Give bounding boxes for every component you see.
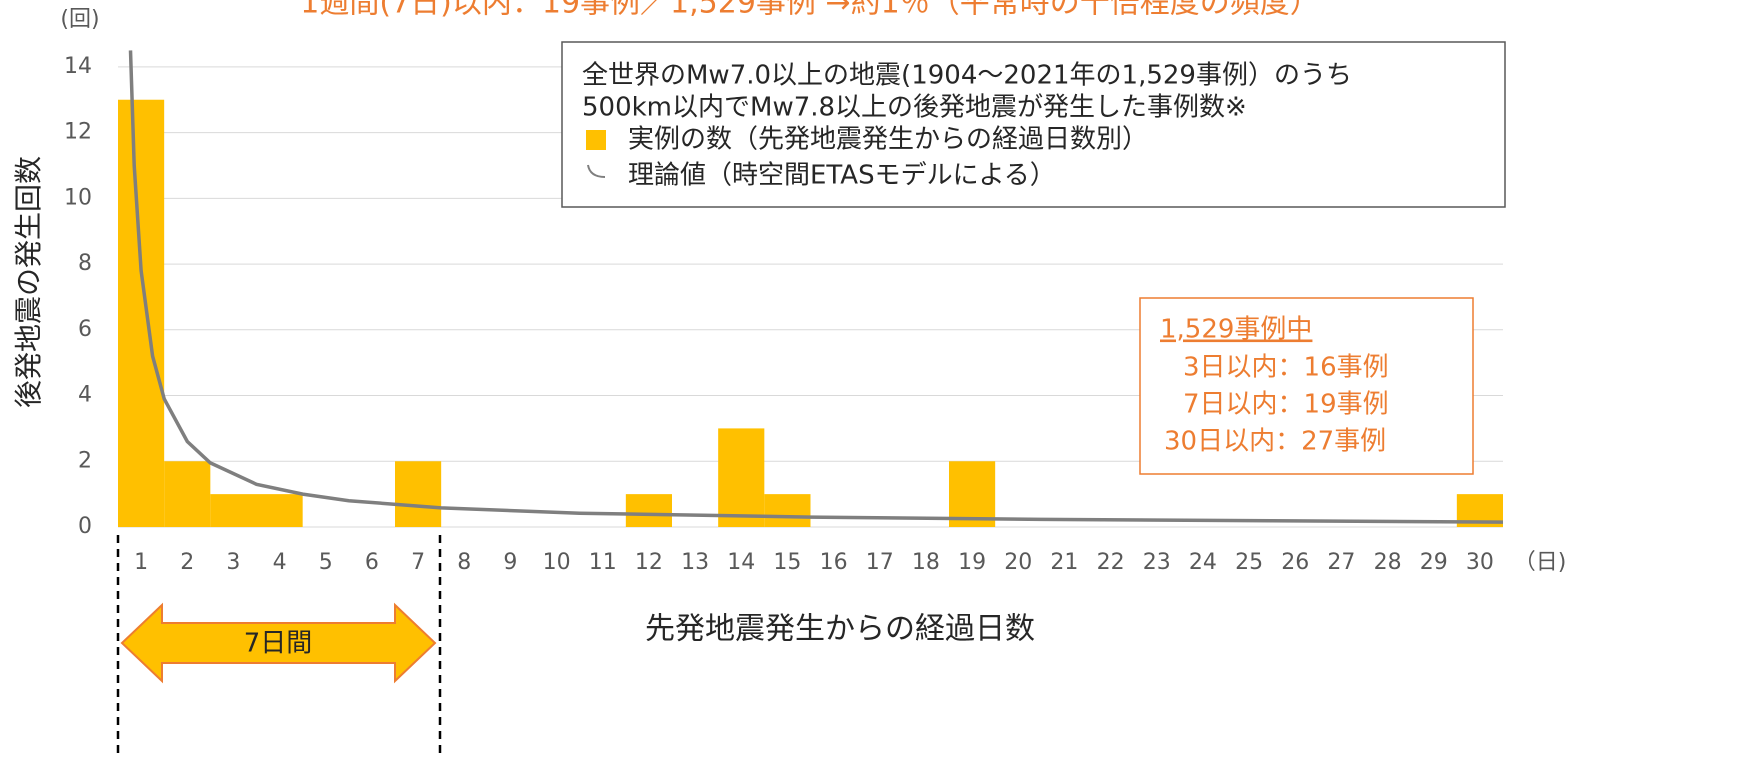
x-tick-label: 24 xyxy=(1189,550,1217,575)
span-label: 7日間 xyxy=(244,629,313,659)
span-arrow xyxy=(120,602,437,684)
annotation: 30日以内：27事例 xyxy=(1164,427,1386,457)
x-axis-title: 先発地震発生からの経過日数 xyxy=(645,612,1035,647)
y-tick-label: 14 xyxy=(64,54,92,79)
annotation-box xyxy=(1139,297,1474,475)
x-tick-label: 15 xyxy=(773,550,801,575)
curve xyxy=(128,50,1504,524)
bar xyxy=(625,494,672,527)
x-tick-label: 28 xyxy=(1374,550,1402,575)
y-tick-label: 0 xyxy=(78,514,92,539)
y-tick-label: 12 xyxy=(64,120,92,145)
bar xyxy=(718,428,765,527)
bar xyxy=(210,494,257,527)
x-tick-label: 11 xyxy=(589,550,617,575)
x-tick-label: 12 xyxy=(635,550,663,575)
x-tick-label: 14 xyxy=(727,550,755,575)
y-tick-label: 10 xyxy=(64,185,92,210)
bar xyxy=(256,494,303,527)
chart-title: 1週間(7日)以内：19事例／1,529事例 →約1％（平常時の十倍程度の頻度） xyxy=(300,0,1319,21)
x-tick-label: 1 xyxy=(134,550,148,575)
x-tick-label: 18 xyxy=(912,550,940,575)
x-tick-label: 3 xyxy=(226,550,240,575)
annotation: 3日以内：16事例 xyxy=(1183,353,1389,383)
legend-title: 500km以内でMw7.8以上の後発地震が発生した事例数※ xyxy=(582,93,1247,123)
x-tick-label: 16 xyxy=(820,550,848,575)
legend-label: 実例の数（先発地震発生からの経過日数別） xyxy=(628,125,1148,155)
x-tick-label: 22 xyxy=(1097,550,1125,575)
annotation: 1,529事例中 xyxy=(1160,315,1312,345)
y-axis-title: 後発地震の発生回数 xyxy=(12,156,45,408)
y-tick-label: 6 xyxy=(78,317,92,342)
legend-swatch xyxy=(586,130,606,150)
x-tick-label: 20 xyxy=(1004,550,1032,575)
bar xyxy=(395,461,442,527)
legend-box xyxy=(561,41,1506,208)
bar xyxy=(118,99,165,527)
x-tick-label: 13 xyxy=(681,550,709,575)
x-tick-label: 17 xyxy=(866,550,894,575)
y-tick-label: 2 xyxy=(78,448,92,473)
x-tick-label: 5 xyxy=(319,550,333,575)
bar xyxy=(764,494,811,527)
bar xyxy=(164,461,211,527)
x-tick-label: 30 xyxy=(1466,550,1494,575)
x-tick-label: 7 xyxy=(411,550,425,575)
x-tick-label: 26 xyxy=(1281,550,1309,575)
x-tick-label: 9 xyxy=(503,550,517,575)
x-tick-label: 4 xyxy=(273,550,287,575)
y-unit: (回) xyxy=(60,7,99,32)
x-tick-label: 27 xyxy=(1327,550,1355,575)
x-tick-label: 21 xyxy=(1050,550,1078,575)
x-tick-label: 6 xyxy=(365,550,379,575)
bar xyxy=(949,461,996,527)
x-tick-label: 25 xyxy=(1235,550,1263,575)
x-tick-label: 23 xyxy=(1143,550,1171,575)
x-tick-label: 29 xyxy=(1420,550,1448,575)
y-tick-label: 4 xyxy=(78,383,92,408)
annotation: 7日以内：19事例 xyxy=(1183,390,1389,420)
legend-swatch xyxy=(587,164,606,178)
x-tick-label: 19 xyxy=(958,550,986,575)
x-unit: （日) xyxy=(1514,550,1567,575)
x-tick-label: 2 xyxy=(180,550,194,575)
legend-title: 全世界のMw7.0以上の地震(1904～2021年の1,529事例）のうち xyxy=(582,61,1352,91)
x-tick-label: 10 xyxy=(543,550,571,575)
y-tick-label: 8 xyxy=(78,251,92,276)
legend-label: 理論値（時空間ETASモデルによる） xyxy=(628,161,1056,191)
x-tick-label: 8 xyxy=(457,550,471,575)
